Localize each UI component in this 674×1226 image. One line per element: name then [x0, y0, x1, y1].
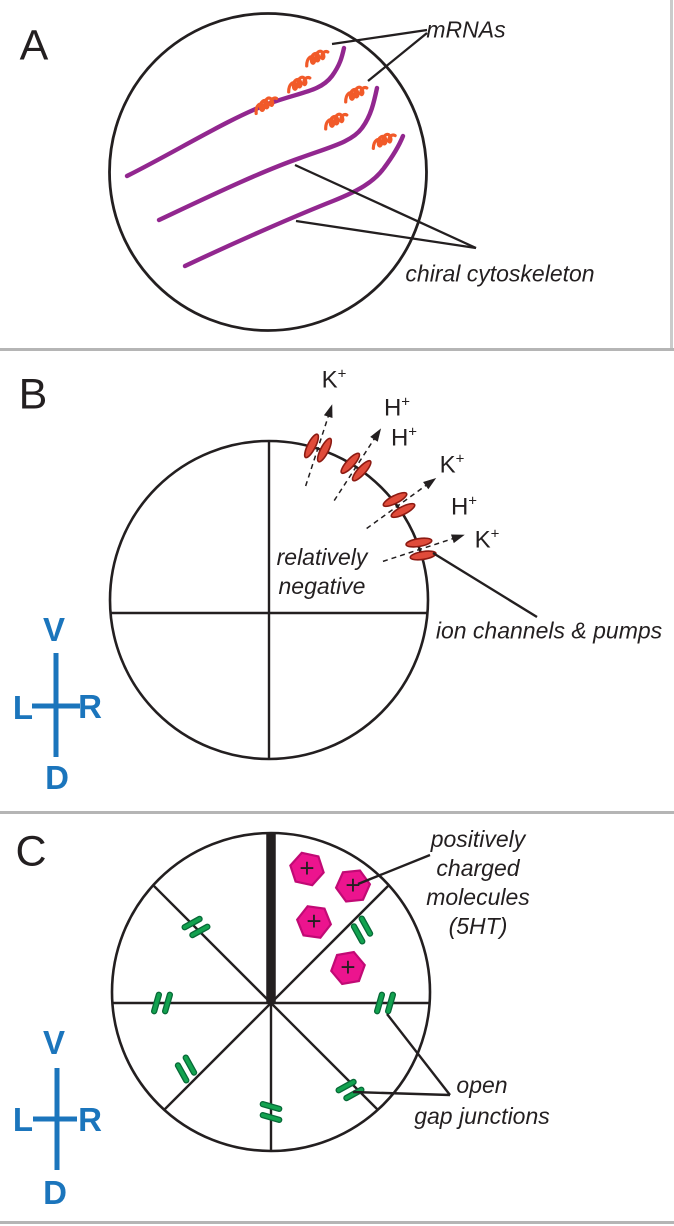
panel-a-letter: A — [19, 21, 49, 70]
compass-d-label: D — [45, 759, 69, 796]
mrna-squiggle — [321, 110, 351, 131]
gap-junction-pointer-lines — [352, 1013, 451, 1097]
mrnas-pointer-lines — [331, 28, 428, 82]
compass-axes-c — [33, 1068, 77, 1170]
cytoskeleton-curve — [156, 85, 380, 223]
mrna-squiggle — [341, 83, 371, 104]
compass-axes-b — [32, 653, 80, 757]
ion-channel — [366, 477, 437, 530]
mrna-squiggle — [369, 131, 399, 150]
charged-molecules: + + + + — [286, 849, 373, 987]
open-gap-junctions-label: open gap junctions — [414, 1072, 550, 1129]
mrna-squiggle — [302, 47, 332, 68]
molecule-charge-sign: + — [340, 952, 355, 982]
panel-c-letter: C — [15, 827, 47, 876]
ion-label: H+ — [450, 492, 478, 521]
mrna-squiggle — [251, 94, 281, 116]
molecules-pointer-line — [357, 853, 431, 886]
panel-b-drawing — [32, 404, 538, 761]
figure-right-border — [670, 0, 673, 349]
ion-channel — [303, 404, 333, 487]
channels-pointer-line — [432, 551, 538, 619]
ion-label: K+ — [474, 525, 500, 554]
cytoskeleton-curve — [182, 133, 406, 269]
cytoskeleton-pointer-lines — [294, 163, 477, 250]
molecule-charge-sign: + — [299, 853, 314, 883]
chiral-cytoskeleton-label: chiral cytoskeleton — [405, 260, 595, 287]
panel-c-drawing: + + + + — [33, 831, 451, 1170]
panel-divider-bc — [0, 811, 674, 814]
gap-junction — [169, 1052, 203, 1086]
ion-channel — [333, 428, 382, 501]
ion-label: H+ — [383, 393, 411, 422]
cytoskeleton-curve — [124, 45, 347, 179]
gap-junction — [345, 913, 379, 947]
ion-label: K+ — [439, 450, 465, 479]
ion-label: K+ — [321, 365, 347, 394]
ion-channels-pumps-label: ion channels & pumps — [435, 617, 663, 644]
gap-junction — [333, 1073, 367, 1107]
chiral-cytoskeleton-curves — [124, 45, 406, 269]
compass-l-label: L — [12, 689, 34, 726]
figure-bottom-border — [0, 1221, 674, 1224]
molecule-charge-sign: + — [345, 870, 360, 900]
compass-r-label: R — [78, 1101, 102, 1138]
mrnas-label: mRNAs — [426, 16, 506, 43]
compass-v-label: V — [42, 1024, 66, 1061]
molecule-charge-sign: + — [306, 906, 321, 936]
cell-membrane-circle-a — [108, 12, 428, 332]
compass-v-label: V — [42, 611, 66, 648]
compass-d-label: D — [43, 1174, 67, 1211]
positively-charged-molecules-label: positively charged molecules (5HT) — [426, 826, 530, 939]
compass-r-label: R — [78, 688, 102, 725]
compass-l-label: L — [12, 1101, 34, 1138]
relatively-negative-label: relatively negative — [276, 544, 368, 599]
quadrant-lines — [110, 441, 428, 759]
panel-b-letter: B — [18, 370, 48, 419]
ion-label: H+ — [390, 423, 418, 452]
panel-divider-ab — [0, 348, 674, 351]
panel-a-drawing — [108, 12, 477, 332]
